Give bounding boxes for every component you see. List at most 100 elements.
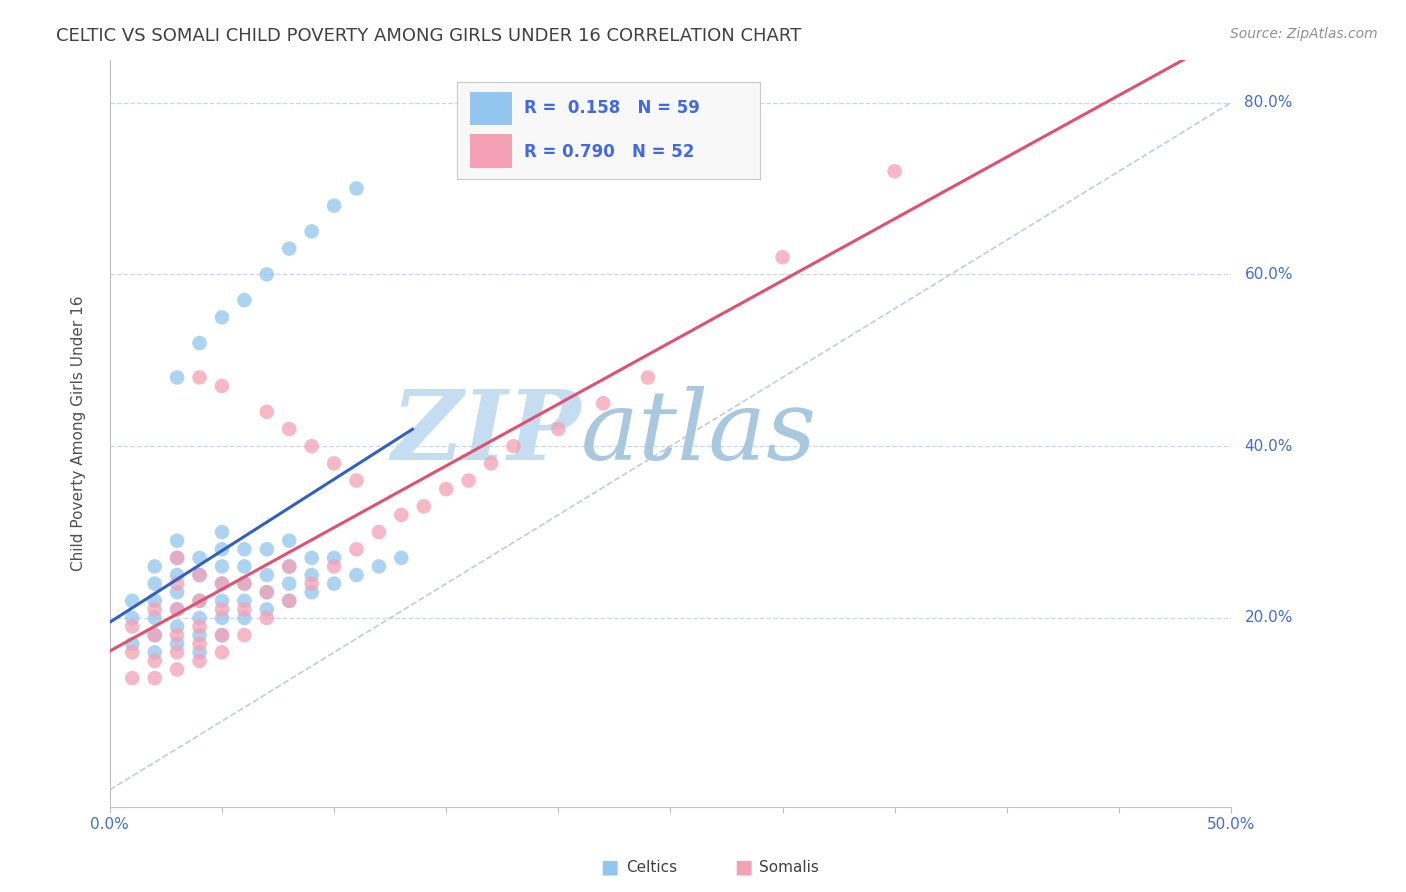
Text: Somalis: Somalis [759,861,820,875]
Point [256,542,278,557]
Point [278,559,301,574]
Text: ■: ■ [734,857,752,876]
Point [346,474,368,488]
Point [479,456,502,470]
Point [301,439,323,453]
Point [188,370,211,384]
Point [592,396,614,410]
Point [211,594,233,608]
Point [121,611,143,625]
Point [166,619,188,633]
Point [211,379,233,393]
Point [233,576,256,591]
Point [412,500,434,514]
Point [211,525,233,540]
Point [233,628,256,642]
Point [143,602,166,616]
Point [346,568,368,582]
Point [256,405,278,419]
Point [323,550,346,565]
Point [256,611,278,625]
Point [143,628,166,642]
Text: ZIP: ZIP [391,386,581,480]
Point [211,611,233,625]
Point [547,422,569,436]
Text: 60.0%: 60.0% [1244,267,1294,282]
Point [233,542,256,557]
Point [143,611,166,625]
Point [211,576,233,591]
Point [121,594,143,608]
Point [188,619,211,633]
Point [188,594,211,608]
Point [166,370,188,384]
Point [166,645,188,659]
Point [121,645,143,659]
Point [233,576,256,591]
Point [166,568,188,582]
Text: 20.0%: 20.0% [1244,610,1294,625]
Point [166,533,188,548]
Point [143,671,166,685]
Point [301,576,323,591]
Point [772,250,794,264]
Point [143,645,166,659]
Point [301,224,323,238]
Point [143,576,166,591]
Point [457,474,479,488]
Point [637,370,659,384]
Point [301,585,323,599]
Point [166,602,188,616]
Point [188,611,211,625]
Point [143,654,166,668]
Point [233,611,256,625]
Point [211,645,233,659]
Point [233,293,256,307]
Text: CELTIC VS SOMALI CHILD POVERTY AMONG GIRLS UNDER 16 CORRELATION CHART: CELTIC VS SOMALI CHILD POVERTY AMONG GIR… [56,27,801,45]
Point [256,585,278,599]
Point [188,568,211,582]
Point [346,542,368,557]
Text: atlas: atlas [581,386,817,480]
Point [188,594,211,608]
Point [166,637,188,651]
Point [256,268,278,282]
Point [301,550,323,565]
Point [211,310,233,325]
Point [143,594,166,608]
Text: Celtics: Celtics [626,861,676,875]
Point [233,594,256,608]
Point [188,336,211,351]
Point [166,550,188,565]
Point [233,602,256,616]
Point [121,671,143,685]
Point [323,576,346,591]
Point [323,456,346,470]
Text: Source: ZipAtlas.com: Source: ZipAtlas.com [1230,27,1378,41]
Text: 40.0%: 40.0% [1244,439,1294,454]
Point [188,568,211,582]
Point [211,602,233,616]
Point [166,602,188,616]
Point [233,559,256,574]
Y-axis label: Child Poverty Among Girls Under 16: Child Poverty Among Girls Under 16 [72,295,86,571]
Point [188,654,211,668]
Point [188,637,211,651]
Point [166,663,188,677]
Point [278,422,301,436]
Point [883,164,905,178]
Point [211,628,233,642]
Point [211,559,233,574]
Point [143,628,166,642]
Point [121,637,143,651]
Point [211,576,233,591]
Point [166,628,188,642]
Point [211,542,233,557]
Point [256,602,278,616]
Point [166,576,188,591]
Point [278,242,301,256]
Point [278,594,301,608]
Point [323,559,346,574]
Text: 80.0%: 80.0% [1244,95,1294,110]
Point [389,550,412,565]
